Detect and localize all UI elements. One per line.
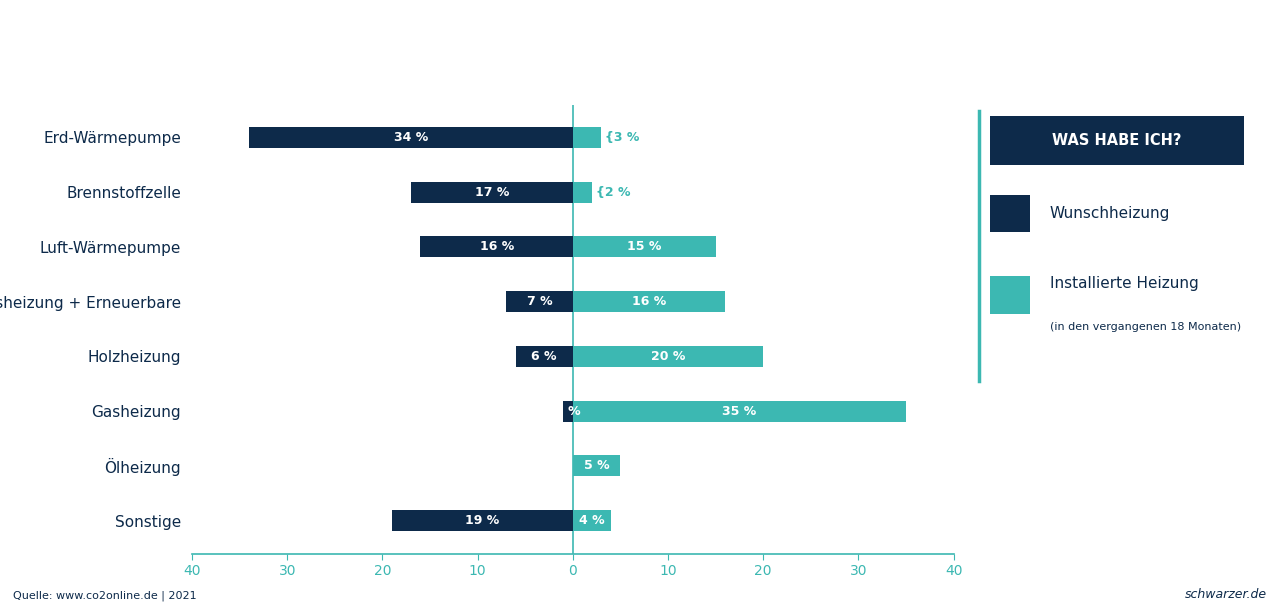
Text: schwarzer.de: schwarzer.de [1185, 589, 1267, 601]
Text: 5 %: 5 % [584, 459, 609, 472]
Text: 19 %: 19 % [465, 514, 499, 527]
Bar [420, 237, 573, 257]
Text: 4 %: 4 % [579, 514, 604, 527]
Text: Wunschheizung: Wunschheizung [1050, 206, 1170, 221]
Text: 6 %: 6 % [531, 350, 557, 363]
Text: 16 %: 16 % [632, 295, 666, 308]
Text: 20 %: 20 % [650, 350, 685, 363]
Bar [573, 237, 716, 257]
Text: 1 %: 1 % [556, 405, 581, 418]
Text: 16 %: 16 % [480, 240, 513, 253]
Text: Heizungstausch-Umfrage: „Wunsch vs. Wirklichkeit“: Heizungstausch-Umfrage: „Wunsch vs. Wirk… [104, 25, 1176, 58]
Bar [573, 182, 591, 202]
Bar [563, 401, 573, 421]
Text: 15 %: 15 % [627, 240, 662, 253]
Text: {2 %: {2 % [595, 186, 630, 199]
Text: 35 %: 35 % [722, 405, 756, 418]
Text: Quelle: www.co2online.de | 2021: Quelle: www.co2online.de | 2021 [13, 591, 196, 601]
FancyBboxPatch shape [991, 116, 1244, 165]
Bar [250, 127, 573, 148]
Bar [392, 510, 573, 531]
FancyBboxPatch shape [991, 194, 1030, 232]
Text: 34 %: 34 % [394, 131, 428, 144]
Bar [411, 182, 573, 202]
Bar [573, 346, 763, 367]
Bar [506, 292, 573, 312]
Bar [516, 346, 573, 367]
Bar [573, 510, 611, 531]
Text: {3 %: {3 % [605, 131, 640, 144]
Text: WAS HABE ICH?: WAS HABE ICH? [1052, 133, 1181, 148]
Bar [573, 292, 724, 312]
Text: 7 %: 7 % [526, 295, 552, 308]
Bar [573, 401, 906, 421]
Text: Installierte Heizung: Installierte Heizung [1050, 276, 1198, 292]
Bar [573, 456, 621, 476]
Text: 17 %: 17 % [475, 186, 509, 199]
Text: (in den vergangenen 18 Monaten): (in den vergangenen 18 Monaten) [1050, 322, 1240, 332]
FancyBboxPatch shape [991, 276, 1030, 314]
Bar [573, 127, 602, 148]
